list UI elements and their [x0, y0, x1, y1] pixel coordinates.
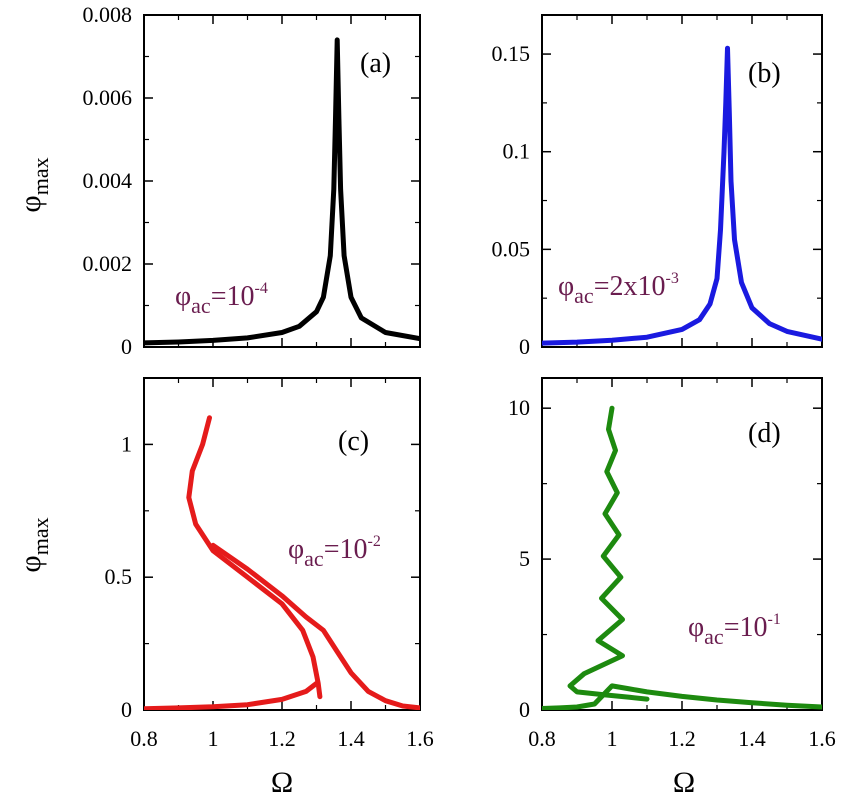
x-tick-label: 1.2	[668, 726, 696, 751]
x-tick-label: 1.6	[808, 726, 836, 751]
annotation-symbol: φ	[558, 271, 574, 302]
panel-b: 0 0.05 0.1 0.15 (b) φac=2x10-3	[492, 14, 823, 359]
y-tick-label: 5	[519, 546, 530, 571]
y-tick-label: 0.004	[83, 168, 133, 193]
y-tick-label: 0.5	[105, 564, 133, 589]
y-tick-label: 0.006	[83, 85, 133, 110]
series-line-a-0	[144, 37, 420, 346]
annotation-symbol: φ	[175, 281, 191, 312]
annotation-base: =2x10	[594, 271, 666, 302]
panel-label: (c)	[338, 426, 369, 457]
series-line-b-0	[542, 45, 822, 346]
series-line-d-1	[542, 683, 822, 710]
ylabel-top: φmax	[14, 157, 53, 212]
panel-annotation: φac=10-1	[688, 611, 781, 649]
y-tick-label: 0.002	[83, 251, 133, 276]
panel-c: 0 0.5 1 0.8 1 1.2 1.4 1.6 (c) φac=10-2	[105, 377, 434, 751]
series-line-c-0	[186, 415, 323, 700]
x-tick-label: 1.4	[738, 726, 766, 751]
annotation-sub: ac	[574, 283, 594, 308]
annotation-symbol: φ	[688, 612, 704, 643]
annotation-base: =10	[724, 612, 768, 643]
panel-annotation: φac=10-4	[175, 280, 268, 318]
panels: 00.0020.0040.0060.008(a)φac=10-400.050.1…	[83, 2, 836, 751]
ylabel-top-symbol: φ	[14, 195, 47, 212]
annotation-sup: -3	[666, 270, 679, 287]
series-line-c-1	[144, 680, 319, 710]
x-tick-label: 1.4	[337, 726, 365, 751]
y-tick-label: 0.05	[492, 236, 531, 261]
series-line-d-0	[567, 405, 650, 702]
y-tick-label: 0.008	[83, 2, 133, 27]
y-tick-label: 10	[508, 395, 530, 420]
xlabel-right: Ω	[673, 766, 695, 798]
ylabel-bottom-sub: max	[28, 517, 53, 555]
annotation-sup: -2	[368, 533, 381, 550]
panel-label: (d)	[748, 418, 781, 449]
y-tick-label: 0.1	[503, 139, 531, 164]
annotation-sub: ac	[304, 546, 324, 571]
annotation-sub: ac	[191, 293, 211, 318]
annotation-symbol: φ	[288, 534, 304, 565]
panel-d: 0 5 10 0.8 1 1.2 1.4 1.6 (d) φac=10-1	[508, 377, 836, 751]
x-tick-label: 0.8	[528, 726, 556, 751]
x-tick-label: 1	[208, 726, 219, 751]
y-tick-label: 0.15	[492, 41, 531, 66]
y-tick-label: 1	[121, 431, 132, 456]
y-tick-label: 0	[121, 334, 132, 359]
x-tick-label: 1.2	[268, 726, 296, 751]
y-tick-label: 0	[519, 697, 530, 722]
xlabel-left: Ω	[271, 766, 293, 798]
panel-label: (b)	[748, 58, 781, 89]
panel-annotation: φac=2x10-3	[558, 270, 679, 308]
ylabel-bottom: φmax	[14, 517, 53, 572]
series-line-c-2	[210, 542, 420, 710]
y-tick-label: 0	[519, 334, 530, 359]
annotation-base: =10	[324, 534, 368, 565]
annotation-base: =10	[211, 281, 255, 312]
x-tick-label: 0.8	[130, 726, 158, 751]
annotation-sup: -4	[255, 280, 268, 297]
ylabel-top-sub: max	[28, 157, 53, 195]
svg-text:φmax: φmax	[14, 157, 53, 212]
annotation-sup: -1	[768, 611, 781, 628]
annotation-sub: ac	[704, 624, 724, 649]
ylabel-bottom-symbol: φ	[14, 555, 47, 572]
panel-a: 0 0.002 0.004 0.006 0.008 (a) φac=10-4	[83, 2, 421, 359]
x-tick-label: 1	[607, 726, 618, 751]
x-tick-label: 1.6	[406, 726, 434, 751]
svg-text:φmax: φmax	[14, 517, 53, 572]
y-tick-label: 0	[121, 697, 132, 722]
panel-label: (a)	[360, 48, 391, 79]
panel-annotation: φac=10-2	[288, 533, 381, 571]
